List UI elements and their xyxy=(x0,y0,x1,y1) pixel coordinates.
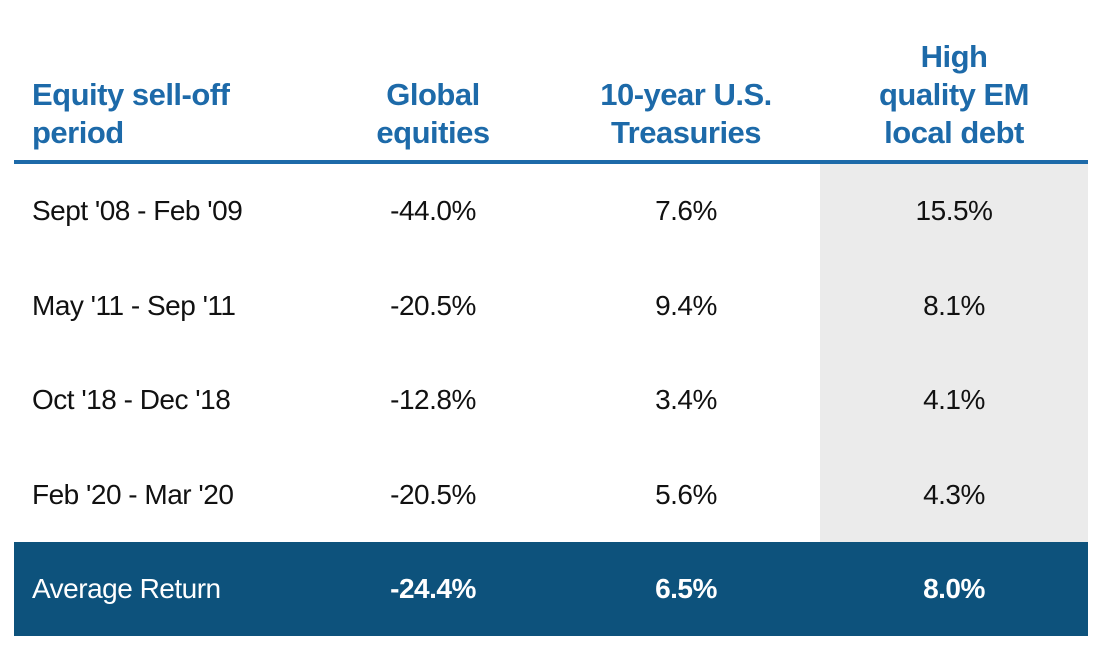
body-cell: 4.3% xyxy=(820,448,1088,543)
return-value: 7.6% xyxy=(655,195,717,227)
body-cell: -12.8% xyxy=(333,353,533,448)
footer-cell: 6.5% xyxy=(556,542,816,636)
average-value: 8.0% xyxy=(923,573,985,604)
body-cell: -44.0% xyxy=(333,164,533,259)
return-value: -20.5% xyxy=(390,478,476,510)
header-line: Global xyxy=(386,77,480,112)
header-cell: Global equities xyxy=(333,20,533,152)
header-line: local debt xyxy=(884,115,1024,150)
header-line: Equity sell-off xyxy=(32,77,230,112)
body-cell: 8.1% xyxy=(820,259,1088,354)
return-value: -12.8% xyxy=(390,384,476,416)
body-cell: 3.4% xyxy=(556,353,816,448)
footer-cell: 8.0% xyxy=(820,542,1088,636)
body-cell: 15.5% xyxy=(820,164,1088,259)
header-line: 10-year U.S. xyxy=(600,77,772,112)
return-value: 4.3% xyxy=(923,478,985,510)
return-value: 9.4% xyxy=(655,289,717,321)
average-value: -24.4% xyxy=(390,573,476,604)
header-cell: High quality EM local debt xyxy=(820,20,1088,152)
return-value: 15.5% xyxy=(915,195,993,227)
period-label: Sept '08 - Feb '09 xyxy=(32,195,243,227)
header-line: equities xyxy=(376,115,490,150)
footer-band xyxy=(14,542,1088,636)
return-value: 5.6% xyxy=(655,478,717,510)
footer-cell: Average Return xyxy=(32,542,332,636)
body-cell: Feb '20 - Mar '20 xyxy=(32,448,332,543)
period-label: Feb '20 - Mar '20 xyxy=(32,478,234,510)
header-line: quality EM xyxy=(878,77,1030,112)
body-cell: 7.6% xyxy=(556,164,816,259)
period-label: Oct '18 - Dec '18 xyxy=(32,384,231,416)
header-line: High xyxy=(920,39,988,74)
header-cell: 10-year U.S. Treasuries xyxy=(556,20,816,152)
header-line: period xyxy=(32,115,124,150)
average-value: 6.5% xyxy=(655,573,717,604)
return-value: -20.5% xyxy=(390,289,476,321)
footer-cell: -24.4% xyxy=(333,542,533,636)
body-cell: 4.1% xyxy=(820,353,1088,448)
header-rule xyxy=(14,160,1088,164)
return-value: -44.0% xyxy=(390,195,476,227)
body-cell: -20.5% xyxy=(333,259,533,354)
body-cell: Oct '18 - Dec '18 xyxy=(32,353,332,448)
header-line: Treasuries xyxy=(610,115,762,150)
highlight-column xyxy=(820,164,1088,542)
body-cell: Sept '08 - Feb '09 xyxy=(32,164,332,259)
body-cell: May '11 - Sep '11 xyxy=(32,259,332,354)
return-value: 8.1% xyxy=(923,289,985,321)
body-cell: 9.4% xyxy=(556,259,816,354)
return-value: 4.1% xyxy=(923,384,985,416)
body-cell: 5.6% xyxy=(556,448,816,543)
header-cell: Equity sell-off period xyxy=(32,20,332,152)
footer-label: Average Return xyxy=(32,573,221,604)
body-cell: -20.5% xyxy=(333,448,533,543)
return-value: 3.4% xyxy=(655,384,717,416)
period-label: May '11 - Sep '11 xyxy=(32,289,236,321)
